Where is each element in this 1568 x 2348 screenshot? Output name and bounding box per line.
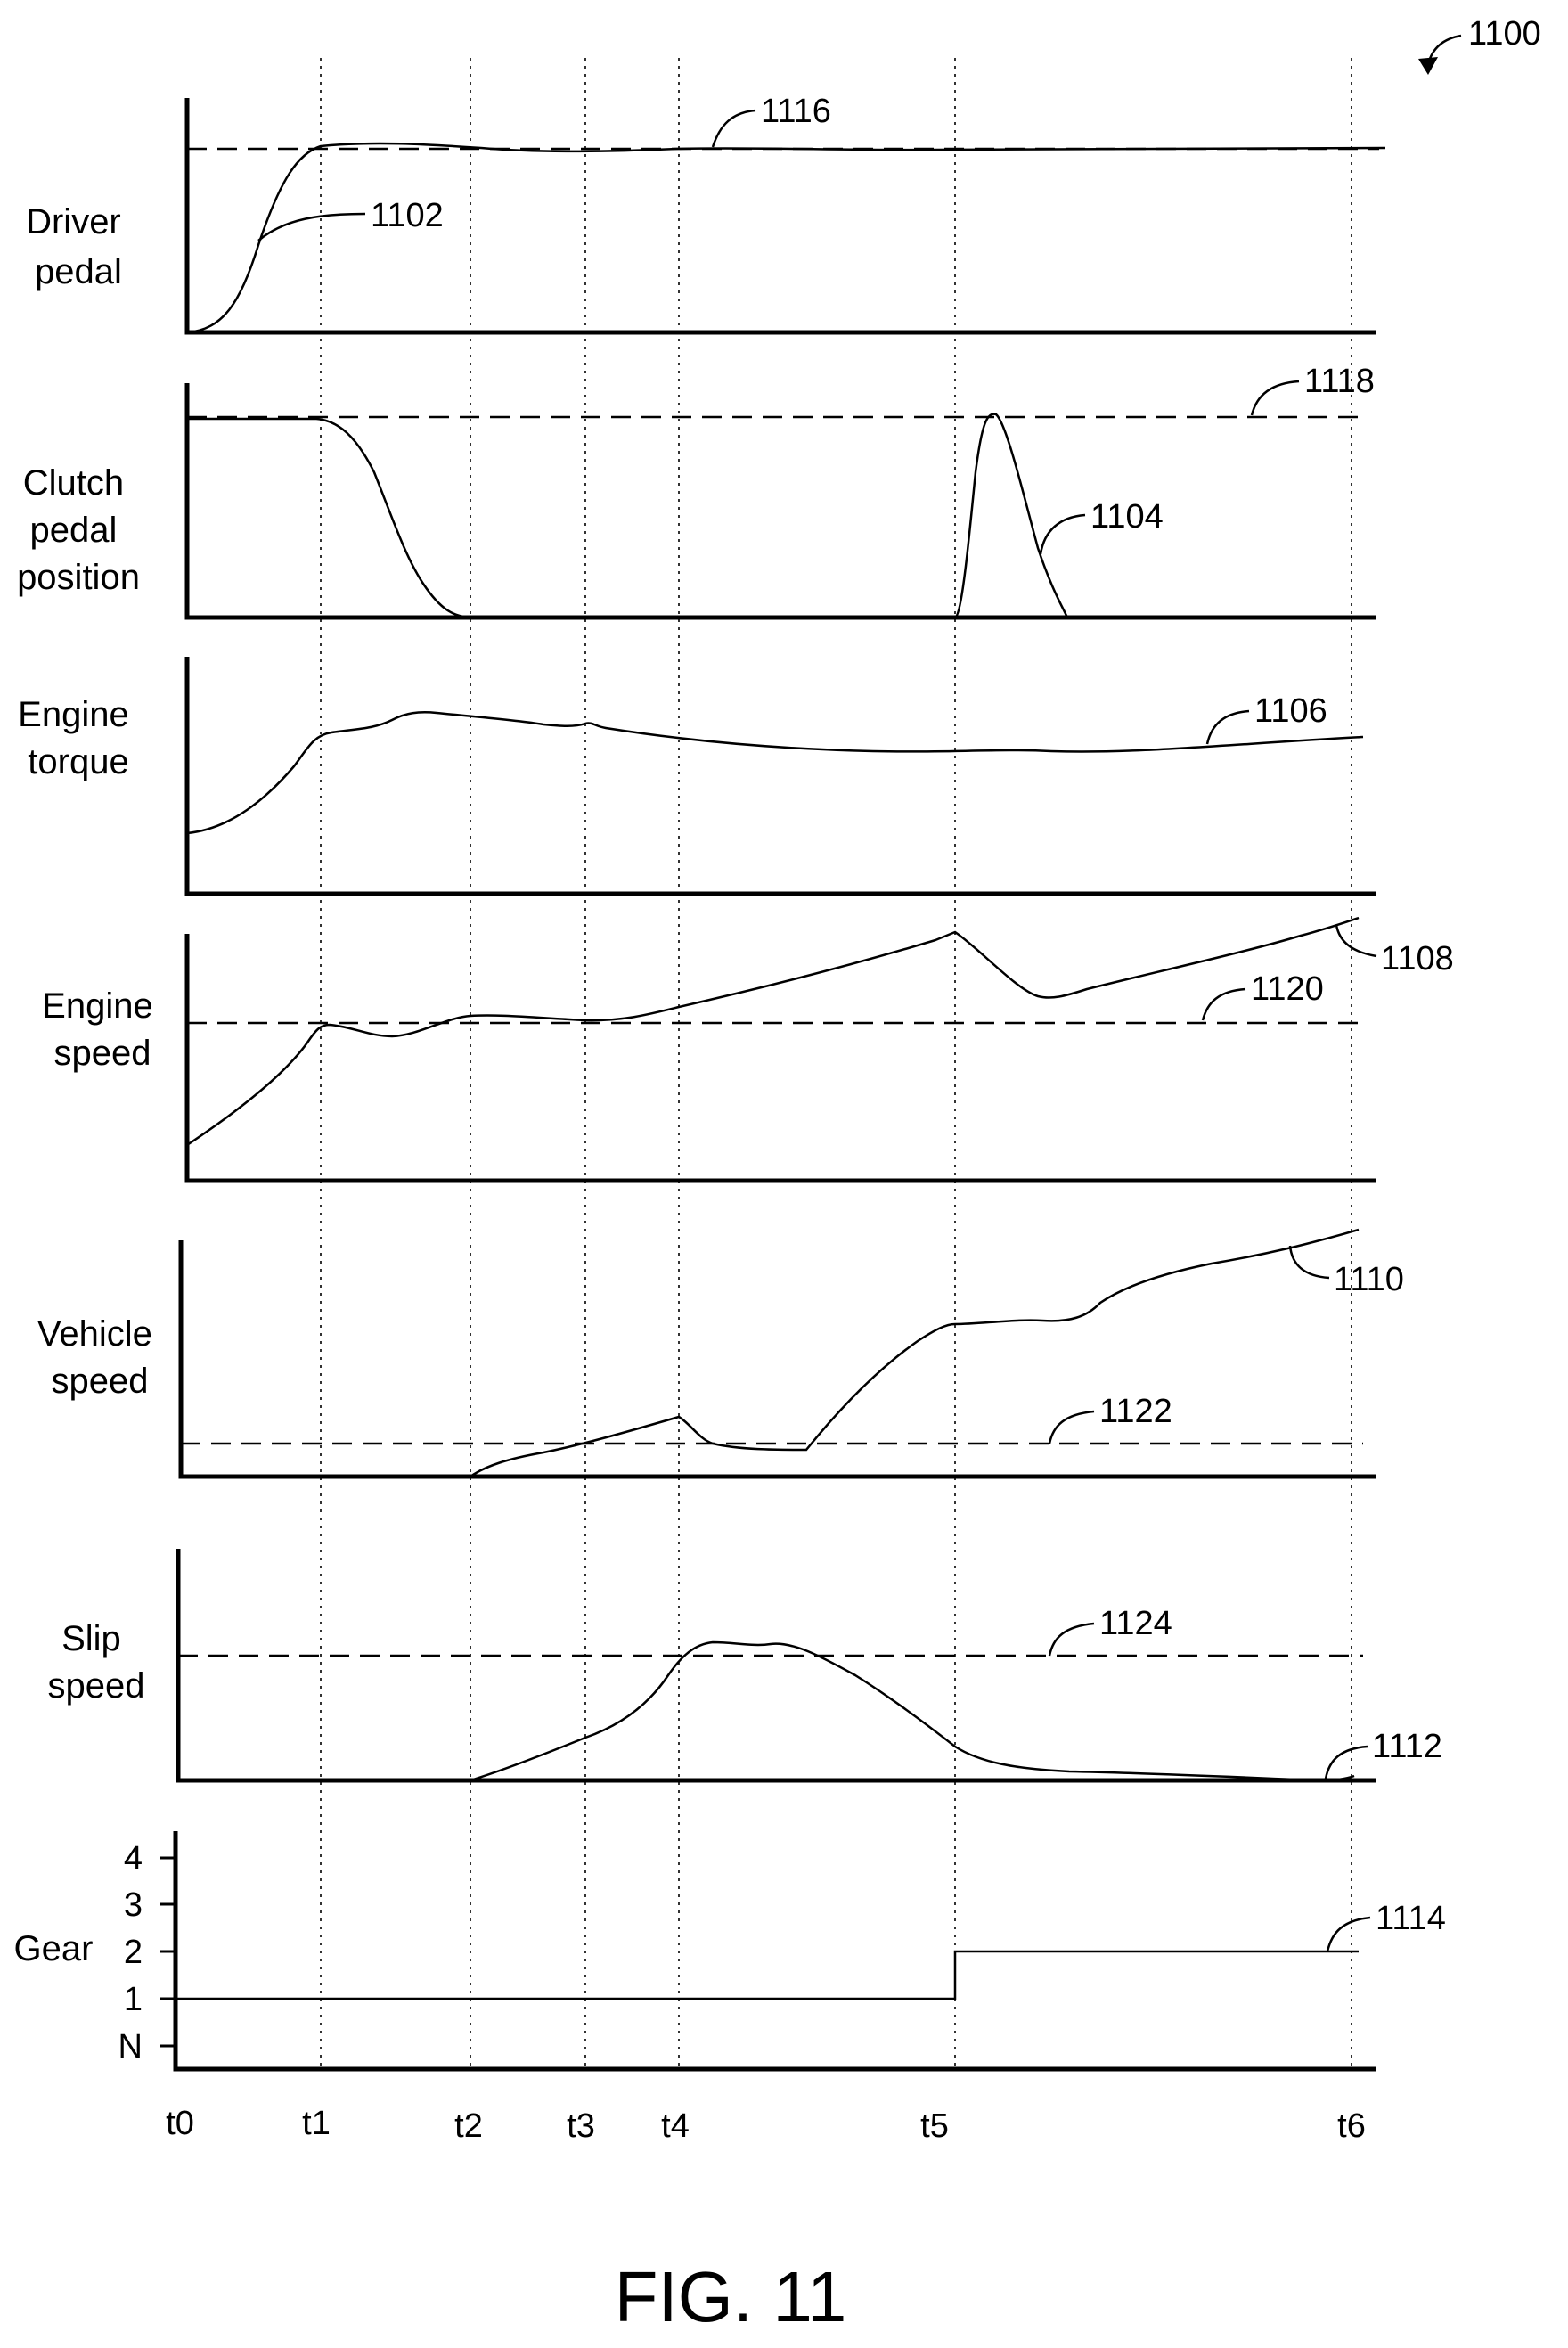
gear-tick-label-4: 4 [124,1840,143,1878]
gear-label: Gear [14,1929,94,1968]
clutch-label-line-1: Clutch [23,463,124,503]
gear-axes [173,1831,1376,2072]
gear-tick-label-3: 3 [124,1886,143,1924]
driver-pedal-label: Driver pedal [26,202,131,291]
slip-speed-trace-ref: 1112 [1372,1728,1442,1765]
gear-ticks [160,1856,176,2048]
panel-clutch-pedal-position: Clutch pedal position 1118 1104 [17,363,1376,620]
driver-pedal-trace-ref: 1102 [371,197,444,234]
gear-trace-leader [1326,1916,1371,1952]
slip-speed-axes [176,1549,1376,1783]
gear-tick-label-n: N [118,2028,143,2066]
engine-speed-trace-ref: 1108 [1381,940,1454,978]
gear-trace [176,1950,1359,2000]
clutch-trace-leader [1039,513,1086,555]
slip-speed-threshold-ref: 1124 [1099,1605,1172,1642]
driver-pedal-label-line-2: pedal [35,252,122,291]
vehicle-speed-label-line-2: speed [52,1362,149,1401]
slip-speed-threshold-leader [1048,1622,1095,1657]
engine-torque-trace [186,711,1364,835]
clutch-trace [187,413,1069,619]
engine-speed-threshold-ref: 1120 [1251,970,1324,1008]
engine-torque-label-line-2: torque [28,742,128,781]
panel-slip-speed: Slip speed 1112 1124 [48,1549,1442,1783]
clutch-axes [184,383,1376,620]
engine-speed-label-line-1: Engine [42,986,153,1026]
figure-ref-arrowhead [1418,57,1438,75]
figure-title: FIG. 11 [615,2257,847,2336]
time-label-t2: t2 [454,2107,483,2145]
clutch-threshold-leader [1250,380,1300,416]
slip-speed-label: Slip speed [48,1619,145,1706]
slip-speed-trace-leader [1324,1745,1368,1779]
engine-speed-label-line-2: speed [54,1034,151,1073]
vehicle-speed-trace [470,1228,1360,1478]
driver-pedal-threshold-ref: 1116 [761,93,831,130]
vehicle-speed-threshold-ref: 1122 [1099,1393,1172,1430]
slip-speed-label-line-2: speed [48,1666,145,1706]
time-label-t6: t6 [1337,2107,1366,2145]
engine-torque-axes [184,657,1376,896]
engine-speed-threshold-leader [1201,987,1246,1021]
driver-pedal-label-line-1: Driver [26,202,121,241]
time-label-t1: t1 [302,2105,331,2142]
engine-speed-trace-leader [1335,924,1377,958]
time-label-t5: t5 [920,2107,949,2145]
engine-speed-trace [186,916,1360,1147]
driver-pedal-trace-leader [257,212,366,241]
panel-engine-torque: Engine torque 1106 [18,657,1376,896]
time-markers [320,58,1352,2069]
gear-tick-label-2: 2 [124,1934,143,1971]
engine-speed-axes [184,934,1376,1183]
clutch-trace-ref: 1104 [1090,498,1164,536]
clutch-threshold-ref: 1118 [1304,363,1375,400]
panel-driver-pedal: Driver pedal 1102 1116 [26,93,1386,335]
clutch-label: Clutch pedal position [17,463,140,597]
slip-speed-trace [470,1640,1355,1782]
vehicle-speed-threshold-leader [1048,1410,1095,1444]
time-label-t0: t0 [166,2105,194,2142]
vehicle-speed-label-line-1: Vehicle [37,1314,152,1354]
gear-trace-ref: 1114 [1376,1900,1446,1937]
vehicle-speed-label: Vehicle speed [37,1314,162,1401]
driver-pedal-threshold-leader [711,109,756,148]
vehicle-speed-trace-ref: 1110 [1334,1261,1404,1298]
panel-engine-speed: Engine speed 1108 1120 [42,916,1454,1183]
driver-pedal-trace [186,142,1386,334]
time-label-t3: t3 [567,2107,595,2145]
vehicle-speed-axes [178,1240,1376,1479]
figure-ref-group: 1100 [1418,15,1541,75]
time-axis-labels: t0 t1 t2 t3 t4 t5 t6 [166,2105,1366,2145]
figure-ref-label: 1100 [1468,15,1541,53]
engine-torque-trace-ref: 1106 [1254,692,1327,730]
engine-torque-label-line-1: Engine [18,695,129,734]
time-label-t4: t4 [661,2107,690,2145]
driver-pedal-axes [184,98,1376,335]
engine-speed-label: Engine speed [42,986,163,1073]
slip-speed-label-line-1: Slip [61,1619,121,1658]
engine-torque-trace-leader [1205,709,1250,745]
vehicle-speed-trace-leader [1288,1245,1330,1280]
clutch-label-line-2: pedal [30,511,118,550]
panel-gear: Gear 4 3 2 1 N 1114 [14,1831,1446,2072]
panel-vehicle-speed: Vehicle speed 1110 1122 [37,1228,1404,1479]
gear-tick-label-1: 1 [124,1981,143,2018]
engine-torque-label: Engine torque [18,695,139,781]
clutch-label-line-3: position [17,558,140,597]
